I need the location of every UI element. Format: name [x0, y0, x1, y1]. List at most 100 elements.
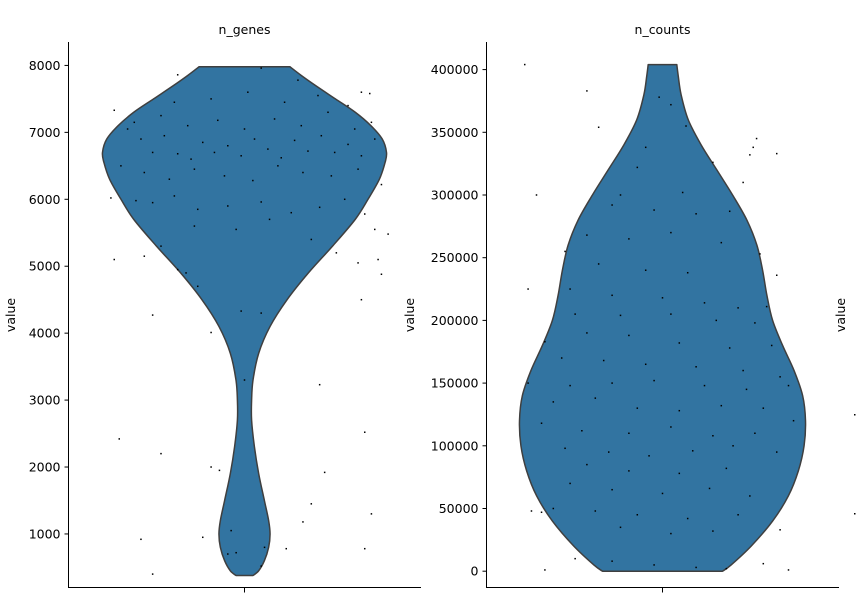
- jitter-point: [535, 194, 538, 196]
- jitter-point: [792, 419, 795, 422]
- jitter-point: [695, 566, 697, 569]
- panel-third-partial: value: [833, 298, 856, 515]
- jitter-point: [670, 231, 672, 234]
- jitter-point: [185, 272, 187, 274]
- jitter-point: [779, 529, 781, 531]
- jitter-point: [611, 204, 613, 206]
- jitter-point: [285, 547, 287, 550]
- jitter-point: [544, 569, 546, 571]
- jitter-point: [686, 271, 689, 274]
- jitter-point: [628, 470, 630, 472]
- y-tick-label: 3000: [29, 393, 61, 408]
- jitter-point: [607, 451, 610, 453]
- jitter-point: [742, 181, 744, 184]
- jitter-point: [243, 128, 246, 130]
- jitter-point: [732, 445, 734, 447]
- jitter-point: [564, 250, 566, 253]
- jitter-point: [628, 238, 630, 240]
- jitter-point: [725, 567, 728, 570]
- jitter-point: [140, 138, 142, 140]
- jitter-point: [243, 379, 246, 381]
- jitter-point: [347, 104, 349, 107]
- jitter-point: [110, 197, 112, 199]
- jitter-point: [678, 472, 681, 475]
- jitter-point: [300, 124, 303, 127]
- jitter-point: [268, 218, 271, 221]
- jitter-point: [770, 344, 773, 347]
- jitter-point: [703, 384, 706, 387]
- jitter-point: [695, 213, 697, 215]
- jitter-point: [151, 151, 154, 154]
- y-tick-label: 350000: [431, 125, 479, 140]
- jitter-point: [120, 165, 122, 167]
- jitter-point: [586, 90, 588, 92]
- jitter-point: [323, 471, 326, 474]
- jitter-point: [775, 152, 778, 155]
- jitter-point: [227, 553, 229, 555]
- jitter-point: [140, 538, 142, 541]
- jitter-point: [290, 211, 293, 214]
- panel-title: n_counts: [635, 22, 691, 37]
- jitter-point: [193, 168, 196, 170]
- jitter-point: [113, 109, 115, 112]
- jitter-point: [260, 565, 262, 567]
- y-tick-label: 0: [471, 564, 479, 579]
- y-axis-label: value: [3, 298, 18, 332]
- jitter-point: [586, 234, 588, 236]
- jitter-point: [293, 139, 296, 142]
- jitter-point: [678, 409, 681, 412]
- y-tick-label: 250000: [431, 250, 479, 265]
- jitter-point: [193, 225, 196, 227]
- jitter-point: [648, 455, 650, 457]
- jitter-point: [540, 511, 543, 514]
- jitter-point: [602, 359, 605, 362]
- jitter-point: [333, 151, 336, 154]
- jitter-point: [544, 340, 546, 343]
- jitter-point: [854, 414, 856, 416]
- jitter-point: [143, 255, 146, 257]
- jitter-point: [775, 274, 778, 276]
- jitter-point: [678, 342, 681, 344]
- jitter-point: [708, 487, 711, 490]
- jitter-point: [636, 166, 639, 169]
- y-tick-group: 0 50000 100000 150000 200000 250000 300000 3500…: [431, 62, 487, 579]
- jitter-point: [560, 357, 563, 359]
- jitter-point: [540, 422, 543, 424]
- jitter-point: [151, 573, 154, 575]
- jitter-point: [343, 198, 346, 201]
- jitter-point: [691, 450, 694, 452]
- jitter-point: [552, 401, 555, 403]
- jitter-point: [160, 114, 162, 117]
- jitter-point: [230, 529, 232, 532]
- jitter-point: [357, 262, 359, 264]
- jitter-point: [160, 245, 162, 247]
- y-tick-label: 100000: [431, 438, 479, 453]
- jitter-point: [380, 183, 383, 186]
- jitter-point: [712, 530, 714, 532]
- jitter-point: [380, 273, 383, 276]
- jitter-point: [176, 74, 179, 76]
- y-tick-label: 6000: [29, 192, 61, 207]
- jitter-point: [720, 404, 723, 407]
- jitter-point: [644, 146, 647, 149]
- jitter-point: [653, 379, 655, 382]
- jitter-point: [670, 313, 672, 315]
- jitter-point: [530, 510, 533, 512]
- jitter-point: [720, 241, 723, 244]
- jitter-point: [661, 297, 664, 299]
- jitter-point: [302, 521, 304, 523]
- y-axis-label: value: [833, 298, 848, 332]
- jitter-point: [252, 179, 254, 182]
- jitter-point: [151, 314, 154, 316]
- jitter-point: [594, 510, 597, 512]
- jitter-point: [363, 213, 366, 215]
- jitter-point: [636, 514, 639, 516]
- violin-body: [518, 63, 807, 572]
- jitter-point: [765, 305, 768, 308]
- jitter-point: [854, 513, 856, 515]
- jitter-point: [202, 141, 204, 144]
- y-tick-label: 400000: [431, 62, 479, 77]
- jitter-point: [712, 161, 714, 164]
- jitter-point: [762, 562, 765, 565]
- jitter-point: [210, 98, 212, 100]
